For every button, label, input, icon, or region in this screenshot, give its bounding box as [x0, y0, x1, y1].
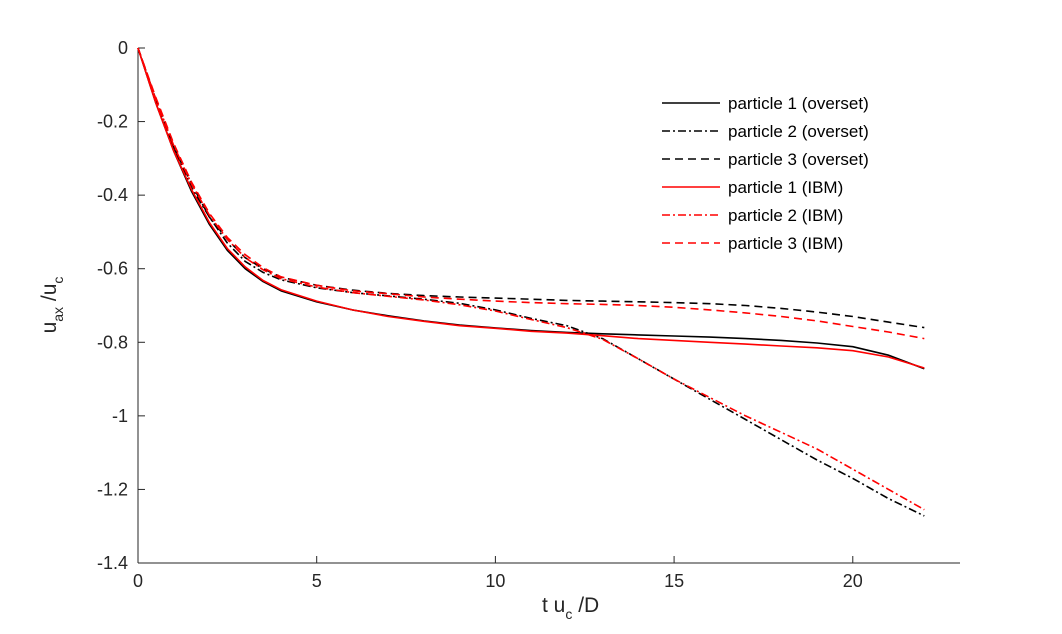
- svg-text:uax /uc: uax /uc: [38, 277, 66, 334]
- legend-label-6: particle 3 (IBM): [728, 234, 843, 253]
- legend-label-2: particle 2 (overset): [728, 122, 869, 141]
- y-ticks: 0 -0.2 -0.4 -0.6 -0.8 -1 -1.2 -1.4: [97, 38, 145, 573]
- y-tick-label: -0.4: [97, 185, 128, 205]
- plot-area: 0 5 10 15 20 0 -0.2 -0.4 -0.6 -0.8 -1 -1.2 -1.4: [97, 38, 960, 591]
- x-tick-label: 10: [485, 571, 505, 591]
- y-axis-title-u: u: [38, 322, 61, 334]
- x-tick-label: 5: [312, 571, 322, 591]
- y-tick-label: 0: [118, 38, 128, 58]
- y-axis-title-rest: /u: [38, 284, 61, 307]
- legend-label-3: particle 3 (overset): [728, 150, 869, 169]
- y-tick-label: -0.8: [97, 332, 128, 352]
- y-tick-label: -1.2: [97, 479, 128, 499]
- x-axis-title-rest: /D: [572, 594, 599, 617]
- series-line-3: [137, 47, 925, 329]
- x-axis-title: t uc /D: [542, 594, 599, 622]
- legend-label-1: particle 1 (overset): [728, 94, 869, 113]
- y-tick-label: -1.4: [97, 553, 128, 573]
- series-line-6: [137, 47, 925, 340]
- y-tick-label: -0.2: [97, 112, 128, 132]
- y-axis-title-sub-ax: ax: [50, 307, 66, 322]
- x-tick-label: 0: [133, 571, 143, 591]
- y-tick-label: -1: [112, 406, 128, 426]
- x-ticks: 0 5 10 15 20: [133, 556, 863, 591]
- x-tick-label: 15: [664, 571, 684, 591]
- legend: particle 1 (overset) particle 2 (overset)…: [662, 94, 869, 253]
- y-tick-label: -0.6: [97, 259, 128, 279]
- x-axis-title-sub: c: [565, 606, 572, 622]
- x-axis-title-t: t u: [542, 594, 565, 617]
- series-lines: [137, 47, 925, 517]
- svg-text:t uc /D: t uc /D: [542, 594, 599, 622]
- series-line-5: [137, 47, 925, 511]
- series-line-2: [137, 47, 925, 517]
- y-axis-title: uax /uc: [38, 277, 66, 334]
- x-tick-label: 20: [843, 571, 863, 591]
- y-axis-title-sub-c: c: [50, 277, 66, 284]
- legend-label-5: particle 2 (IBM): [728, 206, 843, 225]
- legend-label-4: particle 1 (IBM): [728, 178, 843, 197]
- series-line-4: [137, 47, 925, 369]
